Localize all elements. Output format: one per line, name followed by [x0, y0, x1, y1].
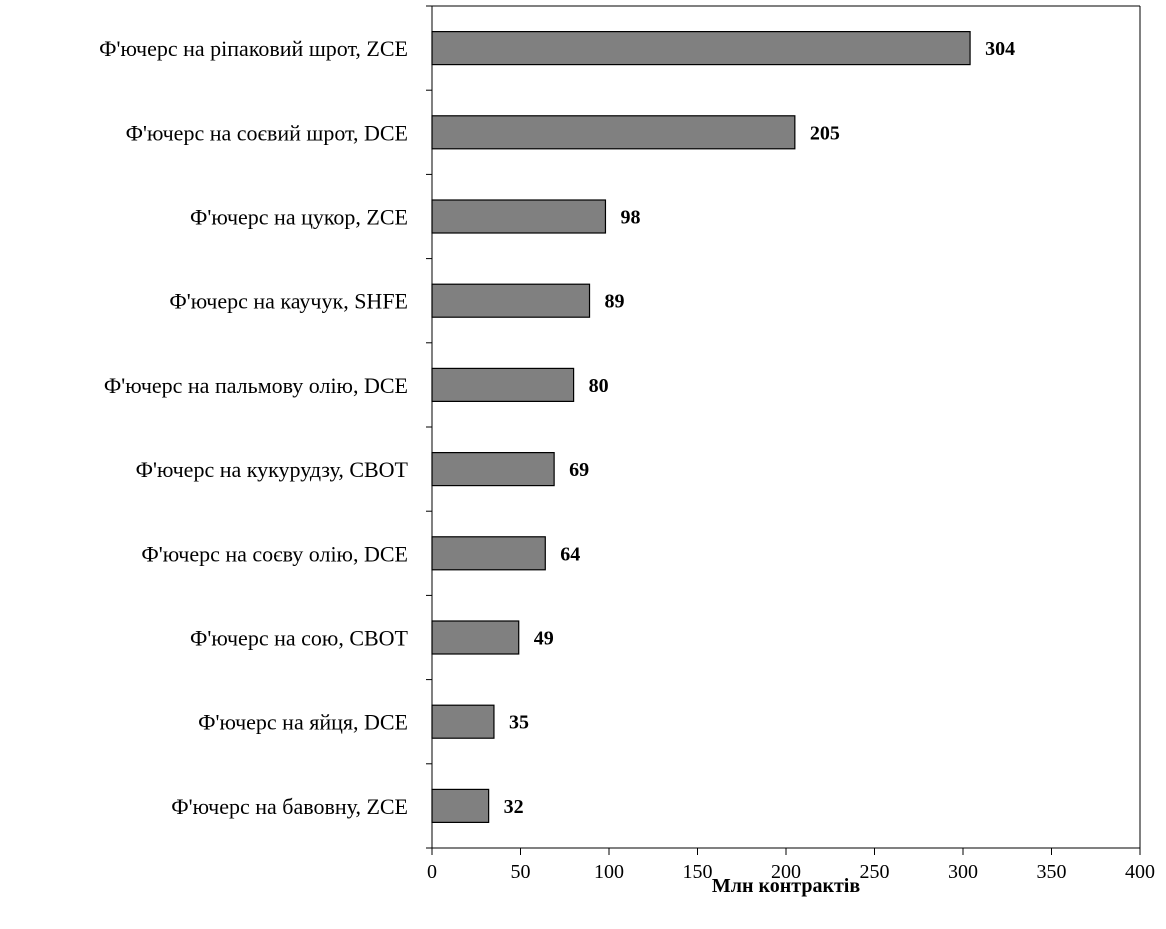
bar — [431, 283, 591, 318]
category-label: Ф'ючерс на соєвий шрот, DCE — [126, 120, 408, 145]
category-labels: Ф'ючерс на ріпаковий шрот, ZCE Ф'ючерс на… — [99, 36, 408, 819]
x-tick-label: 200 — [771, 861, 801, 883]
data-label: 35 — [509, 712, 529, 734]
category-label: Ф'ючерс на соєву олію, DCE — [141, 541, 408, 566]
data-label: 64 — [560, 543, 580, 565]
category-label: Ф'ючерс на яйця, DCE — [198, 710, 408, 735]
category-label: Ф'ючерс на кукурудзу, CBOT — [136, 457, 409, 482]
data-label: 304 — [985, 38, 1015, 60]
bar — [431, 620, 520, 655]
data-label: 98 — [620, 207, 640, 229]
x-tick-label: 0 — [427, 861, 437, 883]
bar — [431, 367, 575, 402]
x-tick-label: 250 — [860, 861, 890, 883]
category-label: Ф'ючерс на ріпаковий шрот, ZCE — [99, 36, 408, 61]
category-label: Ф'ючерс на каучук, SHFE — [169, 289, 408, 314]
bars-group — [431, 31, 971, 824]
x-tick-label: 100 — [594, 861, 624, 883]
bar — [431, 31, 971, 66]
x-tick-label: 400 — [1125, 861, 1155, 883]
data-label: 49 — [534, 628, 554, 650]
category-label: Ф'ючерс на сою, CBOT — [190, 626, 409, 651]
category-label: Ф'ючерс на бавовну, ZCE — [171, 794, 408, 819]
x-tick-label: 50 — [511, 861, 531, 883]
data-label: 69 — [569, 459, 589, 481]
x-axis-title: Млн контрактів — [712, 875, 861, 897]
bar — [431, 452, 555, 487]
bar — [431, 788, 490, 824]
x-tick-label: 300 — [948, 861, 978, 883]
x-axis-ticks: 0 50 100 150 200 250 300 350 400 — [427, 848, 1155, 883]
bar — [431, 704, 495, 739]
bar — [431, 199, 607, 234]
bar — [431, 115, 796, 150]
data-label: 205 — [810, 122, 840, 144]
data-label: 32 — [504, 796, 524, 818]
x-tick-label: 350 — [1037, 861, 1067, 883]
data-label: 89 — [605, 291, 625, 313]
category-label: Ф'ючерс на пальмову олію, DCE — [104, 373, 408, 398]
category-label: Ф'ючерс на цукор, ZCE — [190, 205, 408, 230]
x-tick-label: 150 — [683, 861, 713, 883]
data-label: 80 — [589, 375, 609, 397]
value-labels: 304 205 98 89 80 69 64 49 35 32 — [504, 38, 1015, 818]
bar — [431, 536, 546, 571]
